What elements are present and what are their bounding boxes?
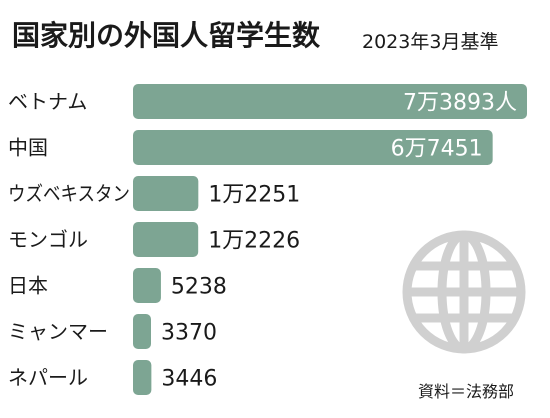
category-label: 中国 — [8, 136, 48, 160]
bar — [133, 360, 152, 395]
category-label: 日本 — [8, 274, 48, 298]
bar — [133, 130, 493, 165]
value-label: 7万3893人 — [403, 91, 517, 116]
bar — [133, 222, 199, 257]
value-label: 6万7451 — [391, 137, 483, 162]
value-label: 3446 — [161, 367, 217, 392]
chart-subtitle: 2023年3月基準 — [362, 31, 499, 53]
chart-title: 国家別の外国人留学生数 — [12, 19, 321, 52]
category-label: ベトナム — [8, 90, 87, 114]
globe-icon — [402, 230, 526, 354]
value-label: 1万2251 — [208, 183, 300, 208]
bar — [133, 176, 199, 211]
value-label: 3370 — [161, 321, 217, 346]
value-label: 1万2226 — [208, 229, 300, 254]
category-label: ミャンマー — [8, 320, 108, 344]
source-note: 資料＝法務部 — [418, 382, 515, 401]
bar — [133, 268, 161, 303]
category-label: ウズベキスタン — [8, 182, 130, 206]
category-label: ネパール — [8, 366, 88, 390]
bar — [133, 314, 151, 349]
category-label: モンゴル — [8, 228, 88, 252]
value-label: 5238 — [171, 275, 227, 300]
bar — [133, 84, 527, 119]
